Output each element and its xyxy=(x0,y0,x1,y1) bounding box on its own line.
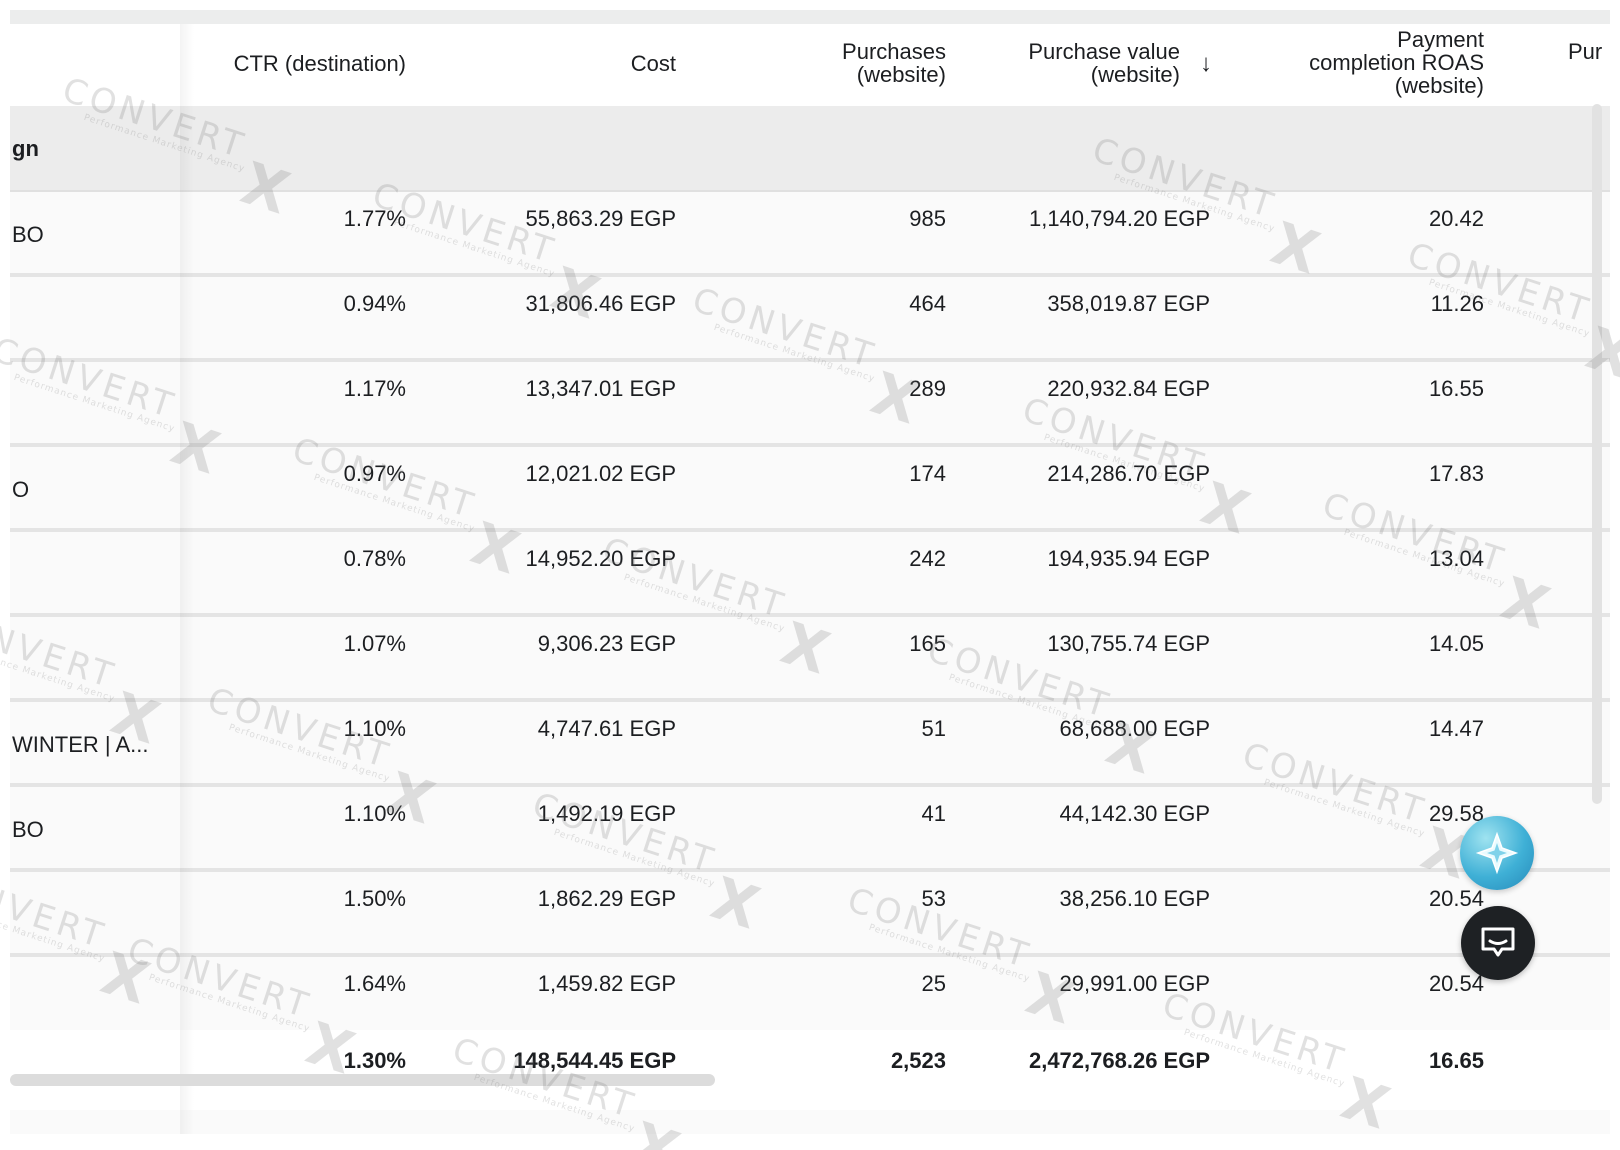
table-row[interactable]: WINTER | A... 1.10% 4,747.61 EGP 51 68,688.0… xyxy=(10,702,1610,787)
row-purchase-value: 358,019.87 EGP xyxy=(1047,291,1210,316)
row-ctr: 0.97% xyxy=(343,461,406,486)
row-ctr: 0.78% xyxy=(343,546,406,571)
table-row[interactable]: BO 1.77% 55,863.29 EGP 985 1,140,794.20 EGP 2… xyxy=(10,192,1610,277)
column-header-purchase-value[interactable]: Purchase value (website) ↓ xyxy=(960,39,1212,87)
column-header-purchases[interactable]: Purchases (website) xyxy=(710,40,946,86)
row-roas: 14.47 xyxy=(1428,716,1484,741)
column-header-ctr-label: CTR (destination) xyxy=(233,51,406,76)
row-cost: 12,021.02 EGP xyxy=(525,461,676,486)
table-row[interactable]: 0.94% 31,806.46 EGP 464 358,019.87 EGP 11.26 xyxy=(10,277,1610,362)
horizontal-scrollbar[interactable] xyxy=(10,1074,715,1086)
column-header-roas-line-1: Payment xyxy=(1397,27,1484,52)
row-name: BO xyxy=(12,817,44,842)
row-ctr: 1.07% xyxy=(343,631,406,656)
row-cost: 1,862.29 EGP xyxy=(537,886,676,911)
column-header-purchase-value-line-1: Purchase value xyxy=(1028,39,1180,64)
row-ctr: 1.50% xyxy=(343,886,406,911)
row-purchases: 51 xyxy=(921,716,946,741)
row-purchases: 53 xyxy=(921,886,946,911)
top-scroll-strip xyxy=(10,10,1610,24)
row-cost: 1,492.19 EGP xyxy=(537,801,676,826)
row-roas: 13.04 xyxy=(1428,546,1484,571)
row-cost: 31,806.46 EGP xyxy=(525,291,676,316)
row-name: O xyxy=(12,477,30,502)
row-roas: 17.83 xyxy=(1428,461,1484,486)
row-roas: 20.54 xyxy=(1428,971,1484,996)
total-cost: 148,544.45 EGP xyxy=(513,1048,676,1073)
column-header-roas[interactable]: Payment completion ROAS (website) xyxy=(1220,28,1484,97)
row-purchase-value: 38,256.10 EGP xyxy=(1059,886,1210,911)
row-purchases: 41 xyxy=(921,801,946,826)
column-header-purchase-value-line-2: (website) xyxy=(1090,62,1180,87)
row-purchases: 464 xyxy=(909,291,946,316)
column-header-pur-partial[interactable]: Pur xyxy=(1500,40,1610,63)
total-roas: 16.65 xyxy=(1428,1048,1484,1073)
row-roas: 14.05 xyxy=(1428,631,1484,656)
row-roas: 11.26 xyxy=(1430,291,1484,316)
table-total-row: 1.30% 148,544.45 EGP 2,523 2,472,768.26 … xyxy=(10,1030,1610,1110)
column-header-cost-label: Cost xyxy=(630,51,676,76)
row-purchases: 242 xyxy=(909,546,946,571)
row-purchase-value: 214,286.70 EGP xyxy=(1047,461,1210,486)
row-ctr: 1.10% xyxy=(343,716,406,741)
row-purchase-value: 44,142.30 EGP xyxy=(1059,801,1210,826)
row-name: WINTER | A... xyxy=(12,732,149,757)
row-name: BO xyxy=(12,222,44,247)
column-header-ctr[interactable]: CTR (destination) xyxy=(160,52,406,75)
row-purchases: 165 xyxy=(909,631,946,656)
table-row[interactable]: 1.17% 13,347.01 EGP 289 220,932.84 EGP 16.55 xyxy=(10,362,1610,447)
row-ctr: 0.94% xyxy=(343,291,406,316)
table-row[interactable]: 1.07% 9,306.23 EGP 165 130,755.74 EGP 14.05 xyxy=(10,617,1610,702)
row-ctr: 1.64% xyxy=(343,971,406,996)
ai-assistant-button[interactable] xyxy=(1460,816,1534,890)
table-row[interactable]: 1.50% 1,862.29 EGP 53 38,256.10 EGP 20.54 xyxy=(10,872,1610,957)
row-purchase-value: 194,935.94 EGP xyxy=(1047,546,1210,571)
total-ctr: 1.30% xyxy=(343,1048,406,1073)
row-purchases: 174 xyxy=(909,461,946,486)
sparkle-icon xyxy=(1475,831,1519,875)
chat-bubble-icon xyxy=(1481,927,1515,957)
row-roas: 20.54 xyxy=(1428,886,1484,911)
arrow-down-icon[interactable]: ↓ xyxy=(1200,50,1212,77)
row-cost: 13,347.01 EGP xyxy=(525,376,676,401)
row-cost: 9,306.23 EGP xyxy=(537,631,676,656)
table-row[interactable]: O 0.97% 12,021.02 EGP 174 214,286.70 EGP 17.8… xyxy=(10,447,1610,532)
row-purchases: 985 xyxy=(909,206,946,231)
row-ctr: 1.77% xyxy=(343,206,406,231)
row-purchase-value: 130,755.74 EGP xyxy=(1047,631,1210,656)
total-purchase-value: 2,472,768.26 EGP xyxy=(1028,1048,1210,1073)
column-header-purchases-line-2: (website) xyxy=(856,62,946,87)
total-purchases: 2,523 xyxy=(890,1048,946,1073)
row-purchase-value: 29,991.00 EGP xyxy=(1059,971,1210,996)
row-cost: 4,747.61 EGP xyxy=(537,716,676,741)
vertical-scrollbar[interactable] xyxy=(1592,104,1602,804)
column-header-roas-line-2: completion ROAS xyxy=(1309,50,1484,75)
row-cost: 55,863.29 EGP xyxy=(525,206,676,231)
row-purchase-value: 1,140,794.20 EGP xyxy=(1028,206,1210,231)
table-header: CTR (destination) Cost Purchases (websit… xyxy=(10,24,1610,106)
chat-support-button[interactable] xyxy=(1461,906,1535,980)
table-row[interactable]: BO 1.10% 1,492.19 EGP 41 44,142.30 EGP 29.58 xyxy=(10,787,1610,872)
row-cost: 14,952.20 EGP xyxy=(525,546,676,571)
row-ctr: 1.17% xyxy=(343,376,406,401)
campaign-group-row[interactable]: gn xyxy=(10,106,1610,192)
column-header-cost[interactable]: Cost xyxy=(430,52,676,75)
table-row[interactable]: 0.78% 14,952.20 EGP 242 194,935.94 EGP 13.04 xyxy=(10,532,1610,617)
group-name: gn xyxy=(12,136,39,161)
row-purchase-value: 68,688.00 EGP xyxy=(1059,716,1210,741)
page-edge xyxy=(0,0,10,1150)
row-roas: 29.58 xyxy=(1428,801,1484,826)
column-header-roas-line-3: (website) xyxy=(1394,73,1484,98)
row-purchases: 25 xyxy=(921,971,946,996)
column-header-pur-label: Pur xyxy=(1568,39,1603,64)
row-roas: 20.42 xyxy=(1428,206,1484,231)
row-roas: 16.55 xyxy=(1428,376,1484,401)
row-purchase-value: 220,932.84 EGP xyxy=(1047,376,1210,401)
column-header-purchases-line-1: Purchases xyxy=(842,39,946,64)
row-purchases: 289 xyxy=(909,376,946,401)
row-ctr: 1.10% xyxy=(343,801,406,826)
report-table: CTR (destination) Cost Purchases (websit… xyxy=(10,24,1610,1134)
row-cost: 1,459.82 EGP xyxy=(537,971,676,996)
